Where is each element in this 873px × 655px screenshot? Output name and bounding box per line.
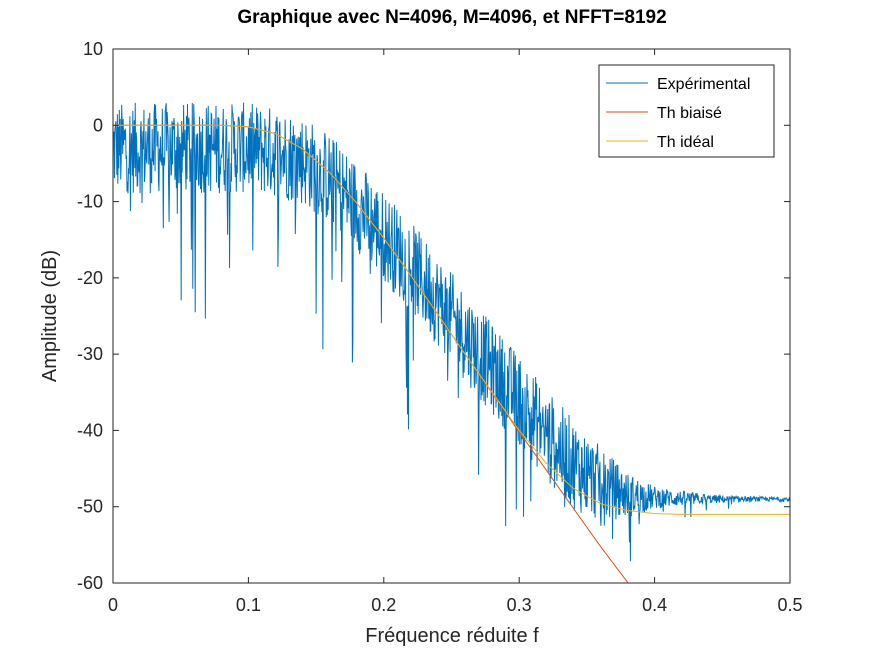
y-tick-label: 10: [83, 39, 103, 59]
series-th-ideal-line: [113, 124, 790, 515]
legend-box: [598, 64, 775, 158]
x-tick-label: 0.2: [371, 595, 396, 615]
plot-border: [112, 48, 791, 584]
y-tick-label: 0: [93, 115, 103, 135]
y-tick-label: -50: [77, 497, 103, 517]
y-tick-label: -40: [77, 420, 103, 440]
x-tick-label: 0: [108, 595, 118, 615]
x-tick-label: 0.4: [642, 595, 667, 615]
y-tick-label: -60: [77, 573, 103, 593]
y-tick-label: -30: [77, 344, 103, 364]
y-axis: -60 -50 -40 -30 -20 -10 0 10: [77, 39, 790, 593]
legend-th-ideal-label: Th idéal: [657, 134, 714, 151]
x-tick-label: 0.1: [236, 595, 261, 615]
y-tick-label: -10: [77, 192, 103, 212]
legend-th-biaise-label: Th biaisé: [657, 105, 722, 122]
x-axis-label: Fréquence réduite f: [365, 625, 539, 647]
x-tick-label: 0.5: [777, 595, 802, 615]
x-tick-label: 0.3: [507, 595, 532, 615]
series-experimental-line: [113, 102, 790, 562]
legend-experimental-label: Expérimental: [657, 76, 750, 93]
y-axis-label: Amplitude (dB): [39, 250, 61, 382]
y-tick-label: -20: [77, 268, 103, 288]
chart-title: Graphique avec N=4096, M=4096, et NFFT=8…: [237, 7, 666, 28]
legend: Expérimental Th biaisé Th idéal: [598, 64, 775, 158]
x-axis: 0 0.1 0.2 0.3 0.4 0.5: [108, 49, 803, 615]
